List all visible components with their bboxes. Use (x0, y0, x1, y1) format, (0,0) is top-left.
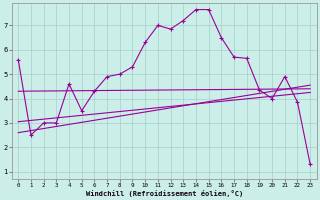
X-axis label: Windchill (Refroidissement éolien,°C): Windchill (Refroidissement éolien,°C) (85, 190, 243, 197)
